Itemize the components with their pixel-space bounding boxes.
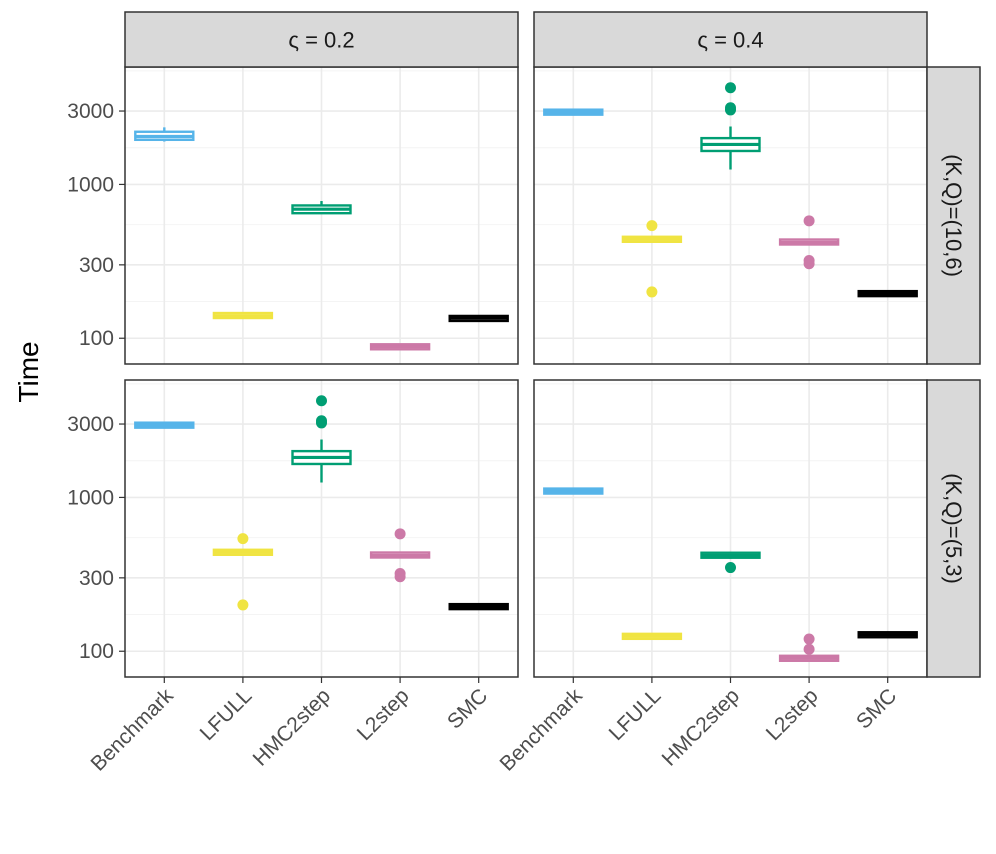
panels-layer (124, 66, 928, 678)
box-smc (448, 602, 509, 611)
box-benchmark (543, 108, 604, 116)
column-strip-background (124, 11, 519, 68)
y-tick-label: 3000 (67, 413, 114, 436)
box-smc (857, 631, 918, 639)
box-l2step (369, 528, 431, 583)
panel-0-1 (533, 66, 928, 365)
box-smc (448, 314, 509, 323)
x-tick-label: Benchmark (86, 684, 178, 776)
column-strip-background (533, 11, 928, 68)
box-hmc2step (700, 82, 761, 170)
panel-1-0 (124, 379, 519, 678)
box-lfull (621, 632, 683, 641)
box-lfull (621, 220, 683, 298)
x-tick-label: LFULL (196, 684, 257, 745)
outlier-point (237, 533, 249, 545)
outlier-point (803, 643, 815, 655)
outlier-point (237, 599, 249, 611)
y-tick-label: 1000 (67, 173, 114, 196)
box-hmc2step (291, 201, 352, 215)
panel-1-1 (533, 379, 928, 678)
y-tick-label: 300 (79, 567, 114, 590)
column-strip: ς = 0.4 (533, 11, 928, 68)
outlier-point (803, 633, 815, 645)
box-l2step (369, 343, 431, 351)
box-benchmark (134, 421, 195, 429)
outlier-point (725, 562, 736, 574)
box-lfull (212, 533, 274, 611)
box-lfull (212, 311, 274, 320)
outlier-point (394, 571, 406, 583)
y-tick-label: 3000 (67, 100, 114, 123)
outlier-point (646, 220, 658, 232)
column-strip-label: ς = 0.2 (288, 28, 354, 53)
x-tick-label: L2step (353, 684, 414, 745)
box-smc (857, 289, 918, 298)
row-strip-background (926, 66, 981, 365)
outlier-point (316, 395, 327, 407)
row-strip-label: (K,Q)=(10,6) (941, 154, 966, 277)
row-strip-background (926, 379, 981, 678)
y-tick-label: 300 (79, 254, 114, 277)
panel-0-0 (124, 66, 519, 365)
y-axis-title: Time (13, 341, 44, 402)
x-tick-label: HMC2step (658, 684, 744, 770)
outlier-point (725, 82, 736, 94)
outlier-point (394, 528, 406, 540)
box-l2step (778, 215, 840, 270)
column-strip: ς = 0.2 (124, 11, 519, 68)
x-tick-label: SMC (443, 684, 492, 733)
row-strip: (K,Q)=(5,3) (926, 379, 981, 678)
x-tick-label: Benchmark (495, 684, 587, 776)
outlier-point (725, 102, 736, 114)
outlier-point (803, 258, 815, 270)
row-strip: (K,Q)=(10,6) (926, 66, 981, 365)
y-tick-label: 100 (79, 640, 114, 663)
box-l2step (778, 633, 840, 662)
x-tick-label: SMC (852, 684, 901, 733)
y-tick-label: 1000 (67, 486, 114, 509)
strips-layer: ς = 0.2 ς = 0.4 (K,Q)=(10,6) (K,Q)=(5,3) (124, 11, 981, 678)
box-benchmark (134, 127, 195, 142)
x-tick-label: LFULL (605, 684, 666, 745)
box-hmc2step (291, 395, 352, 483)
x-tick-label: L2step (762, 684, 823, 745)
column-strip-label: ς = 0.4 (697, 28, 763, 53)
outlier-point (803, 215, 815, 227)
x-tick-label: HMC2step (249, 684, 335, 770)
box-benchmark (543, 487, 604, 495)
outlier-point (316, 415, 327, 427)
y-tick-label: 100 (79, 327, 114, 350)
box-hmc2step (700, 551, 761, 574)
outlier-point (646, 286, 658, 298)
row-strip-label: (K,Q)=(5,3) (941, 473, 966, 584)
